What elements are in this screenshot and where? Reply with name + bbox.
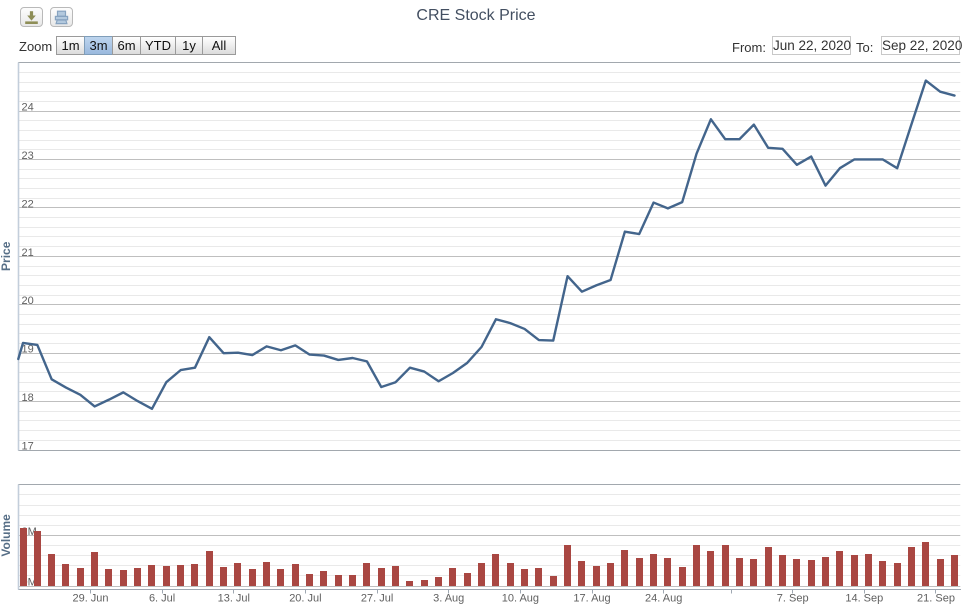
svg-text:18: 18 xyxy=(22,392,34,404)
svg-text:27. Jul: 27. Jul xyxy=(361,593,393,605)
svg-text:3. Aug: 3. Aug xyxy=(433,593,464,605)
svg-text:21: 21 xyxy=(22,247,34,259)
svg-text:13. Jul: 13. Jul xyxy=(218,593,250,605)
svg-text:19: 19 xyxy=(22,344,34,356)
svg-text:20: 20 xyxy=(22,295,34,307)
svg-text:6. Jul: 6. Jul xyxy=(149,593,175,605)
svg-text:29. Jun: 29. Jun xyxy=(72,593,108,605)
svg-text:21. Sep: 21. Sep xyxy=(917,593,955,605)
svg-text:10. Aug: 10. Aug xyxy=(502,593,539,605)
svg-text:23: 23 xyxy=(22,150,34,162)
svg-text:7. Sep: 7. Sep xyxy=(777,593,809,605)
svg-text:20. Jul: 20. Jul xyxy=(289,593,321,605)
svg-text:17: 17 xyxy=(22,441,34,453)
svg-text:22: 22 xyxy=(22,198,34,210)
svg-text:24. Aug: 24. Aug xyxy=(645,593,682,605)
svg-text:14. Sep: 14. Sep xyxy=(845,593,883,605)
svg-text:Price: Price xyxy=(0,241,13,271)
svg-text:Volume: Volume xyxy=(0,514,13,557)
svg-text:17. Aug: 17. Aug xyxy=(573,593,610,605)
svg-text:24: 24 xyxy=(22,102,34,114)
